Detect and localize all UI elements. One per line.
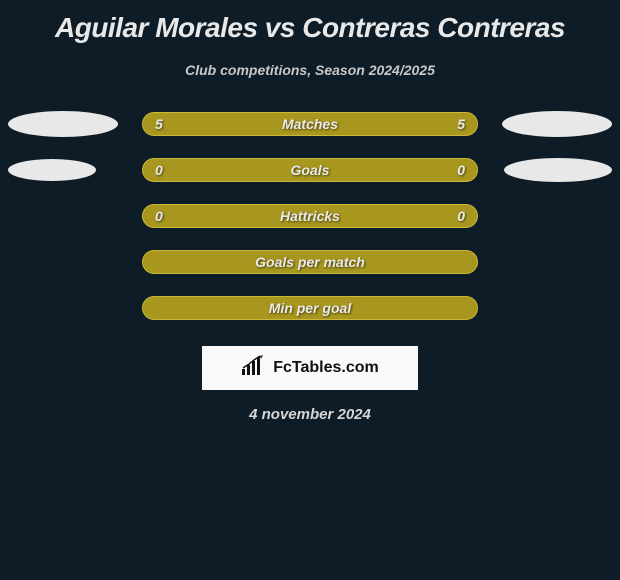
page-subtitle: Club competitions, Season 2024/2025 [0, 62, 620, 78]
player-right-ellipse [504, 158, 612, 182]
stat-label: Goals [291, 162, 330, 178]
stat-row: 0 Goals 0 [0, 158, 620, 182]
stat-row: 0 Hattricks 0 [0, 204, 620, 228]
stat-right-value: 0 [457, 162, 465, 178]
stat-left-value: 5 [155, 116, 163, 132]
stat-left-value: 0 [155, 162, 163, 178]
stat-label: Matches [282, 116, 338, 132]
brand-box: FcTables.com [202, 346, 418, 390]
stat-right-value: 5 [457, 116, 465, 132]
brand-text: FcTables.com [273, 359, 379, 377]
stat-right-value: 0 [457, 208, 465, 224]
stat-row: Goals per match [0, 250, 620, 274]
stat-row: Min per goal [0, 296, 620, 320]
stat-rows: 5 Matches 5 0 Goals 0 0 Hattricks 0 Goals per mat… [0, 112, 620, 320]
page-title: Aguilar Morales vs Contreras Contreras [0, 0, 620, 44]
stat-bar: 5 Matches 5 [142, 112, 478, 136]
stat-label: Min per goal [269, 300, 351, 316]
player-right-ellipse [502, 111, 612, 137]
stat-label: Goals per match [255, 254, 365, 270]
player-left-ellipse [8, 159, 96, 181]
stat-label: Hattricks [280, 208, 340, 224]
stat-bar: Goals per match [142, 250, 478, 274]
date-text: 4 november 2024 [0, 406, 620, 423]
stat-bar: 0 Goals 0 [142, 158, 478, 182]
stat-row: 5 Matches 5 [0, 112, 620, 136]
stat-bar: Min per goal [142, 296, 478, 320]
player-left-ellipse [8, 111, 118, 137]
stat-left-value: 0 [155, 208, 163, 224]
stat-bar: 0 Hattricks 0 [142, 204, 478, 228]
bar-chart-icon [241, 355, 269, 382]
